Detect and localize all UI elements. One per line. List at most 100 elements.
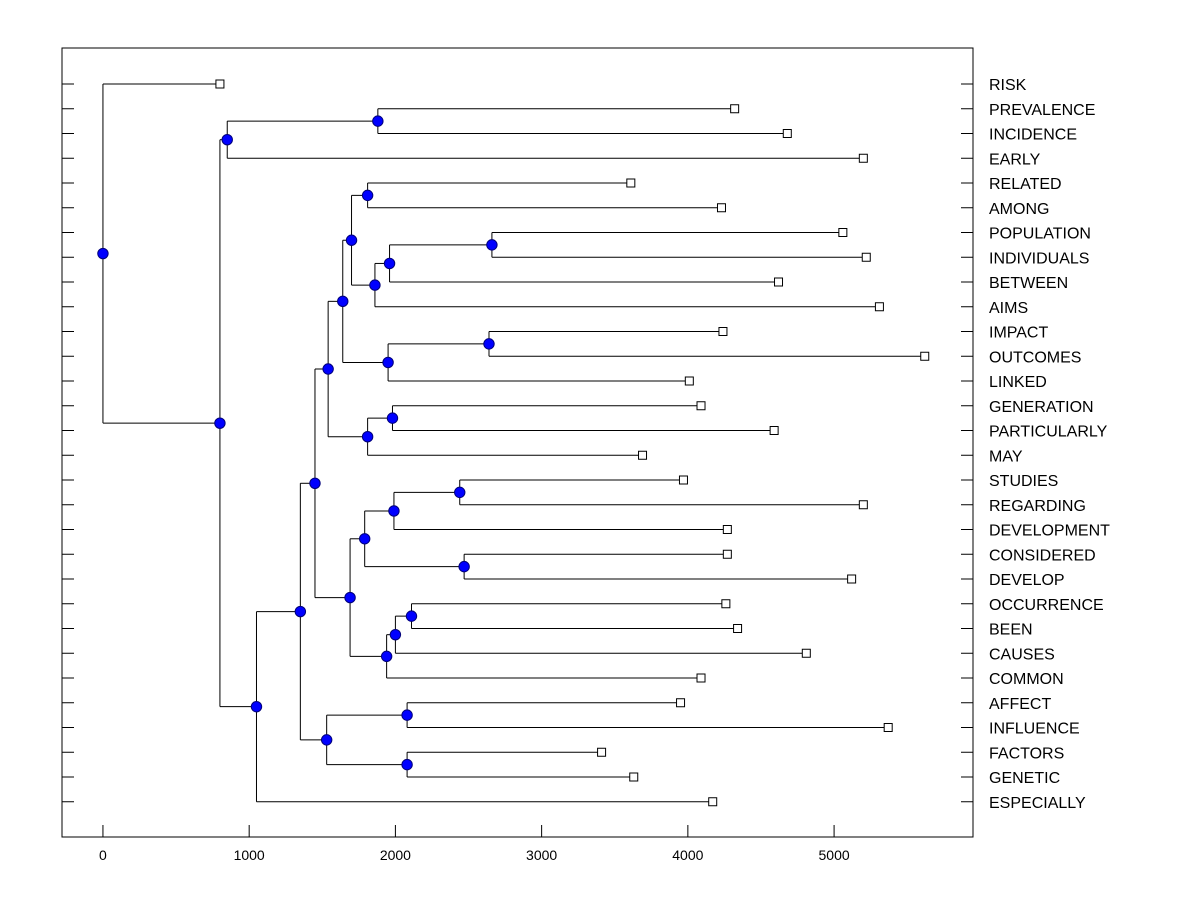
- merge-node: [486, 239, 498, 251]
- leaf-marker: [696, 673, 706, 683]
- leaf-label: EARLY: [989, 151, 1041, 168]
- leaf-label: GENERATION: [989, 399, 1094, 416]
- leaf-marker: [721, 599, 731, 609]
- x-tick-label: 4000: [672, 847, 703, 863]
- merge-node: [380, 650, 393, 663]
- leaf-marker: [716, 203, 726, 213]
- leaf-label: CAUSES: [989, 646, 1055, 663]
- merge-node: [383, 257, 396, 270]
- merge-nodes: [97, 115, 498, 771]
- leaf-marker: [626, 178, 636, 188]
- leaf-label: DEVELOPMENT: [989, 523, 1110, 540]
- merge-node: [401, 758, 413, 771]
- leaf-label: LINKED: [989, 374, 1047, 391]
- merge-node: [322, 363, 334, 375]
- leaf-label: AFFECT: [989, 696, 1051, 713]
- leaf-label: RISK: [989, 77, 1027, 94]
- leaf-label: CONSIDERED: [989, 547, 1096, 564]
- plot-frame: [61, 47, 974, 838]
- leaf-label: REGARDING: [989, 498, 1086, 515]
- x-tick-label: 3000: [526, 847, 557, 863]
- leaf-marker: [629, 772, 639, 782]
- leaf-label: INCIDENCE: [989, 127, 1077, 144]
- leaf-marker: [847, 574, 857, 584]
- x-tick-label: 5000: [819, 847, 850, 863]
- leaf-label: RELATED: [989, 176, 1062, 193]
- merge-node: [344, 591, 356, 604]
- merge-node: [97, 247, 109, 260]
- leaf-marker: [684, 376, 694, 386]
- merge-node: [401, 709, 413, 721]
- leaf-label: COMMON: [989, 671, 1064, 688]
- merge-node: [309, 477, 321, 489]
- leaf-label: OCCURRENCE: [989, 597, 1104, 614]
- leaf-label: MAY: [989, 448, 1023, 465]
- leaf-label: BEEN: [989, 622, 1033, 639]
- leaf-marker: [782, 129, 792, 138]
- leaf-label: BETWEEN: [989, 275, 1068, 292]
- axis-ticks: 0 1000 2000 3000 4000 5000: [62, 83, 973, 863]
- leaf-label: STUDIES: [989, 473, 1058, 490]
- leaf-marker: [733, 624, 743, 633]
- merge-node: [221, 133, 233, 146]
- x-tick-label: 0: [99, 847, 107, 863]
- leaf-marker: [638, 450, 648, 460]
- leaf-marker: [774, 277, 784, 287]
- merge-node: [214, 417, 226, 429]
- merge-node: [320, 734, 333, 746]
- merge-node: [372, 115, 384, 127]
- leaf-marker: [874, 302, 884, 312]
- leaf-marker: [722, 549, 732, 559]
- leaf-marker: [838, 228, 848, 237]
- leaf-label: AIMS: [989, 300, 1028, 317]
- leaf-marker: [883, 723, 893, 732]
- leaf-marker: [696, 401, 706, 411]
- leaf-marker: [801, 648, 811, 658]
- leaf-marker: [708, 797, 718, 807]
- leaf-marker: [597, 747, 607, 757]
- leaf-label: DEVELOP: [989, 572, 1065, 589]
- merge-node: [454, 486, 466, 499]
- merge-node: [386, 412, 399, 424]
- merge-node: [361, 189, 374, 202]
- dendrogram-links: [102, 83, 925, 803]
- leaf-marker: [920, 351, 930, 361]
- x-tick-label: 1000: [234, 847, 265, 863]
- plot-border: [61, 47, 974, 838]
- leaf-label: FACTORS: [989, 745, 1064, 762]
- merge-node: [382, 356, 394, 369]
- merge-node: [358, 533, 371, 545]
- merge-node: [250, 700, 263, 713]
- leaf-marker: [718, 327, 728, 336]
- leaf-label: INDIVIDUALS: [989, 250, 1089, 267]
- leaf-marker: [858, 500, 868, 510]
- merge-node: [337, 295, 349, 308]
- merge-node: [388, 505, 400, 517]
- leaf-marker: [215, 79, 225, 89]
- merge-node: [345, 234, 358, 246]
- leaf-label: PARTICULARLY: [989, 424, 1108, 441]
- leaf-marker: [769, 426, 779, 435]
- leaf-marker: [676, 698, 686, 708]
- leaf-label: INFLUENCE: [989, 721, 1080, 738]
- leaf-marker: [861, 252, 871, 262]
- leaf-label: OUTCOMES: [989, 349, 1081, 366]
- leaf-marker: [678, 475, 688, 485]
- leaf-marker: [730, 104, 740, 114]
- leaf-label: PREVALENCE: [989, 102, 1095, 119]
- merge-node: [361, 430, 374, 443]
- leaf-label: IMPACT: [989, 325, 1048, 342]
- leaf-marker: [858, 153, 868, 163]
- leaf-marker: [722, 525, 732, 534]
- merge-node: [483, 338, 495, 350]
- leaf-markers: [215, 79, 930, 807]
- merge-node: [294, 605, 307, 618]
- leaf-labels: RISK PREVALENCE INCIDENCE EARLY RELATED AMONG…: [989, 77, 1110, 812]
- merge-node: [405, 610, 418, 622]
- merge-node: [458, 560, 470, 573]
- leaf-label: ESPECIALLY: [989, 795, 1086, 812]
- leaf-label: AMONG: [989, 201, 1049, 218]
- leaf-label: GENETIC: [989, 770, 1060, 787]
- x-tick-label: 2000: [380, 847, 411, 863]
